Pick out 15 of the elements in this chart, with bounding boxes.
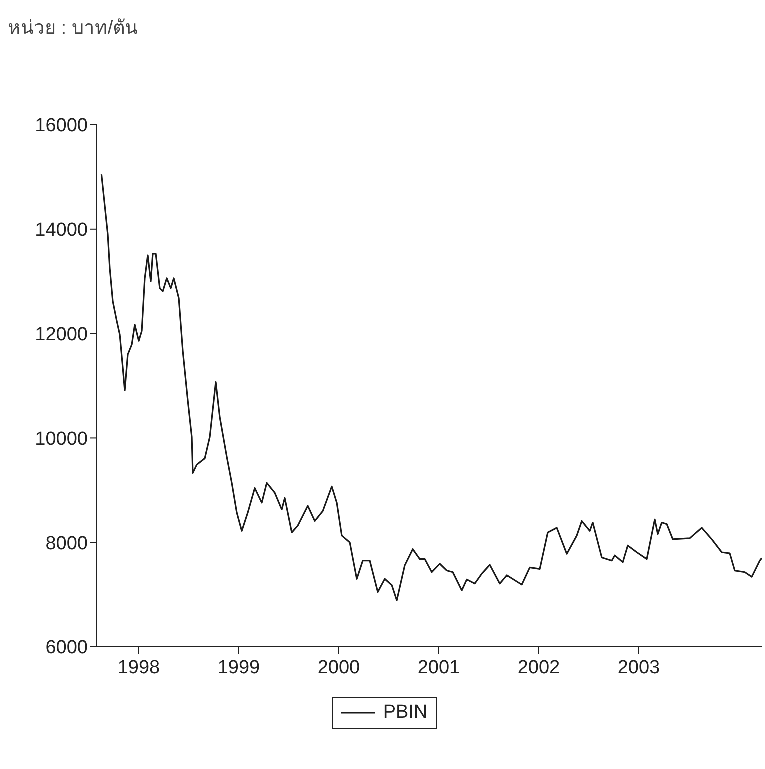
y-tick-label: 10000 [35, 428, 88, 450]
x-tick-label: 2001 [418, 657, 460, 678]
x-tick-label: 1999 [218, 657, 260, 678]
y-tick-label: 12000 [35, 324, 88, 346]
x-tick-label: 2000 [318, 657, 360, 678]
line-series [100, 174, 762, 602]
y-tick-label: 14000 [35, 220, 88, 242]
y-tick-label: 6000 [46, 638, 88, 659]
x-tick-label: 2003 [618, 657, 660, 678]
x-tick-label: 2002 [518, 657, 560, 678]
legend-label: PBIN [382, 702, 428, 724]
y-tick-label: 8000 [46, 533, 88, 554]
y-tick-label: 16000 [35, 116, 88, 137]
x-tick-label: 1998 [118, 657, 160, 678]
chart-title: หน่วย : บาท/ตัน [8, 17, 138, 41]
